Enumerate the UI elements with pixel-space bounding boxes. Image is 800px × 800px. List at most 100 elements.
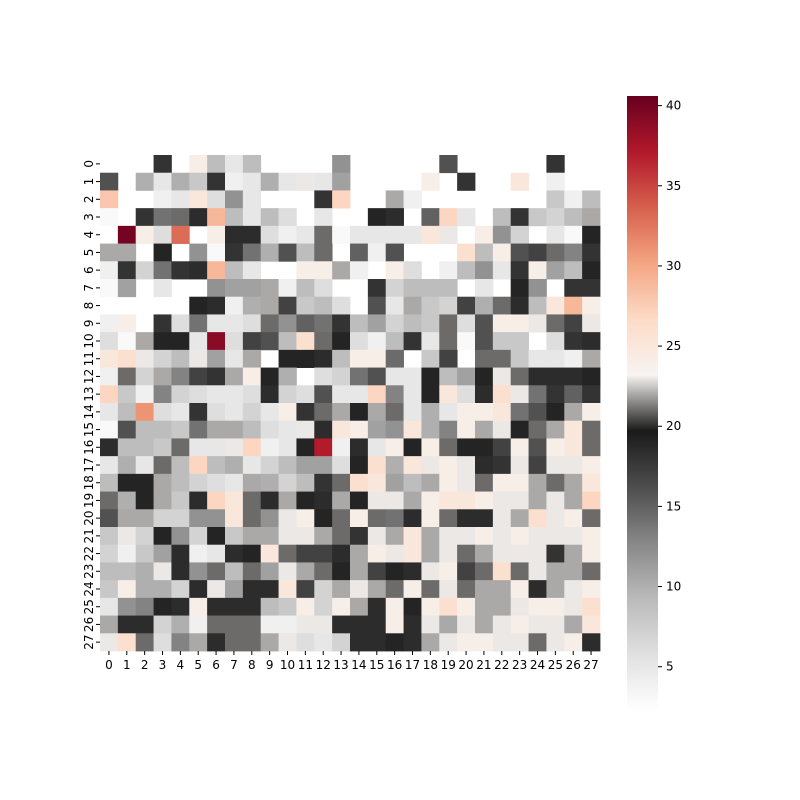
heatmap-cell [189,403,208,422]
heatmap-cell [385,420,404,439]
heatmap-cell [510,527,529,546]
heatmap-cell [528,633,547,652]
heatmap-cell [403,420,422,439]
heatmap-cell [332,544,351,563]
x-tick-label: 27 [583,658,598,672]
heatmap-cell [528,597,547,616]
heatmap-cell [135,403,154,422]
heatmap-cell [153,208,172,227]
heatmap-cell [367,562,387,581]
heatmap-cell [546,615,565,634]
heatmap-cell [171,190,190,209]
heatmap-cell [582,473,601,492]
heatmap-cell [314,190,333,209]
heatmap-cell [439,509,458,528]
heatmap-cell [564,562,583,581]
heatmap-cell [260,597,279,616]
heatmap-cell [153,172,172,191]
heatmap-cell [475,473,494,492]
heatmap-cell [510,261,529,280]
heatmap-cell [528,243,547,262]
heatmap-cell [421,562,440,581]
heatmap-cell [225,597,244,616]
x-tick-label: 5 [194,658,202,672]
heatmap-cell [403,615,422,634]
heatmap-cell [260,296,279,315]
heatmap-cell [296,597,315,616]
heatmap-cell [457,509,476,528]
heatmap-cell [314,349,333,368]
heatmap-cell [367,527,387,546]
heatmap-cell [153,243,172,262]
heatmap-cell [242,597,262,616]
heatmap-cell [582,580,601,599]
heatmap-cell [475,527,494,546]
heatmap-cell [564,367,583,386]
heatmap-cell [564,261,583,280]
heatmap-cell [510,225,529,244]
heatmap-cell [457,172,476,191]
heatmap-cell [189,527,208,546]
heatmap-cell [510,385,529,404]
heatmap-cell [207,403,226,422]
x-tick-label: 3 [159,658,167,672]
heatmap-cell [135,544,154,563]
heatmap-cell [314,420,333,439]
y-tick-label: 5 [82,249,96,257]
heatmap-cell [582,403,601,422]
heatmap-cell [153,491,172,510]
heatmap-cell [278,403,297,422]
heatmap-cell [510,403,529,422]
heatmap-cell [385,544,404,563]
heatmap-cell [528,208,547,227]
heatmap-cell [421,208,440,227]
heatmap-cell [367,385,387,404]
heatmap-cell [171,580,190,599]
heatmap-cell [457,314,476,333]
heatmap-cell [117,456,137,475]
heatmap-cell [367,314,387,333]
heatmap-cell [564,438,583,457]
heatmap-cell [385,597,404,616]
x-tick-label: 22 [494,658,509,672]
heatmap-cell [242,420,262,439]
heatmap-cell [225,633,244,652]
heatmap-cell [135,491,154,510]
heatmap-cell [314,438,333,457]
heatmap-cell [582,420,601,439]
heatmap-cell [582,597,601,616]
x-tick-label: 8 [248,658,256,672]
heatmap-cell [225,314,244,333]
x-tick-label: 7 [230,658,238,672]
heatmap-cell [225,456,244,475]
heatmap-cell [439,279,458,298]
heatmap-cell [171,509,190,528]
heatmap-cell [296,279,315,298]
heatmap-cell [332,420,351,439]
colorbar-tick-label: 30 [666,259,681,273]
heatmap-cell [546,456,565,475]
heatmap-cell [260,491,279,510]
heatmap-cell [475,562,494,581]
heatmap-cell [135,580,154,599]
heatmap-cell [582,279,601,298]
heatmap-cell [332,597,351,616]
heatmap-cell [528,456,547,475]
y-tick-label: 12 [82,369,96,384]
y-tick-label: 10 [82,333,96,348]
heatmap-cell [367,279,387,298]
x-tick-label: 10 [280,658,295,672]
y-tick-label: 23 [82,564,96,579]
heatmap-cell [242,527,262,546]
heatmap-cell [117,597,137,616]
heatmap-cell [314,456,333,475]
heatmap-cell [403,527,422,546]
heatmap-cell [332,403,351,422]
heatmap-cell [367,208,387,227]
heatmap-cell [135,438,154,457]
heatmap-cell [492,385,512,404]
heatmap-cell [385,261,404,280]
heatmap-cell [260,527,279,546]
y-tick-label: 7 [82,284,96,292]
heatmap-cell [207,527,226,546]
